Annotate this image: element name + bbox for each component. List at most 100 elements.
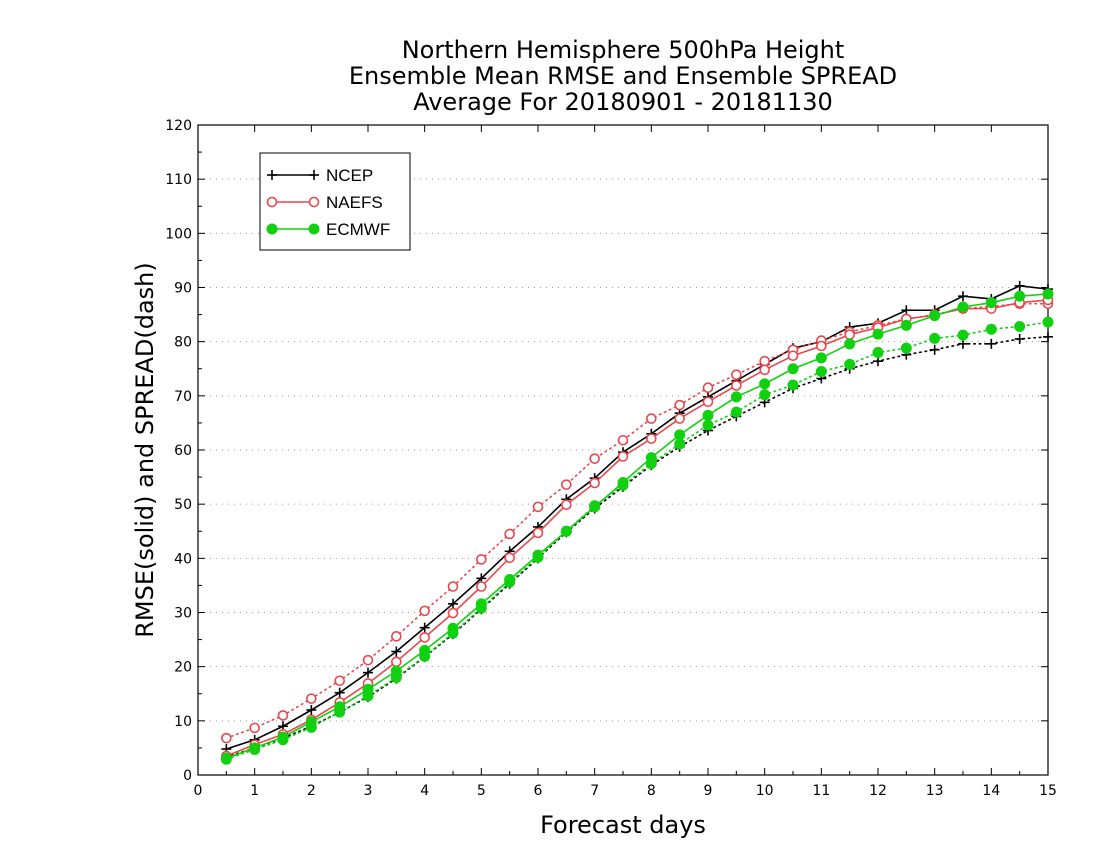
rmse-point <box>589 501 601 513</box>
legend-label: ECMWF <box>326 220 390 239</box>
spread-point <box>532 501 544 513</box>
rmse-point <box>306 705 317 715</box>
legend-item-ecmwf: ECMWF <box>266 220 390 239</box>
rmse-point <box>702 396 714 408</box>
x-tick-label: 6 <box>534 783 543 799</box>
series-ecmwf <box>220 288 1054 765</box>
spread-point <box>815 365 827 377</box>
spread-point <box>249 722 260 734</box>
spread-point <box>1043 331 1053 342</box>
rmse-point <box>476 581 487 592</box>
rmse-point <box>702 409 714 421</box>
spread-point <box>334 675 345 687</box>
y-axis-label: RMSE(solid) and SPREAD(dash) <box>131 262 159 638</box>
rmse-point <box>532 549 544 561</box>
y-tick-label: 20 <box>174 660 192 676</box>
spread-line-ecmwf <box>225 321 1049 761</box>
y-tick-label: 60 <box>174 443 192 459</box>
spread-point <box>1042 316 1054 328</box>
rmse-point <box>220 752 232 764</box>
y-tick-label: 30 <box>174 606 192 622</box>
rmse-point <box>504 573 516 585</box>
y-axis: 0 10 20 30 40 50 60 70 80 90 100 110 120 <box>165 118 1048 784</box>
rmse-point <box>305 716 317 728</box>
spread-point <box>277 710 289 721</box>
legend-marker <box>267 170 277 180</box>
spread-point <box>730 406 742 418</box>
rmse-point <box>334 701 346 713</box>
rmse-point <box>901 305 912 316</box>
spread-point <box>419 605 430 617</box>
legend-label: NAEFS <box>326 193 383 212</box>
spread-point <box>589 453 600 464</box>
rmse-point <box>419 632 430 643</box>
rmse-point <box>674 413 685 424</box>
spread-point <box>702 382 714 394</box>
spread-point <box>929 332 941 344</box>
rmse-point <box>787 350 799 362</box>
rmse-point <box>1014 280 1025 291</box>
spread-point <box>731 369 742 381</box>
legend-marker <box>308 223 320 235</box>
x-tick-label: 5 <box>477 783 486 799</box>
rmse-line-naefs <box>226 299 1049 757</box>
x-tick-label: 8 <box>647 783 656 799</box>
chart-title-line: Average For 20180901 - 20181130 <box>413 88 833 116</box>
spread-point <box>1014 333 1025 344</box>
y-tick-label: 120 <box>165 118 192 134</box>
rmse-point <box>475 598 487 610</box>
rmse-point <box>419 644 431 656</box>
x-tick-label: 7 <box>590 783 599 799</box>
x-tick-label: 2 <box>307 783 316 799</box>
spread-point <box>447 581 459 592</box>
rmse-point <box>985 297 997 309</box>
legend-marker <box>266 196 278 208</box>
spread-point <box>504 528 515 540</box>
series-naefs <box>221 294 1054 762</box>
rmse-point <box>787 363 799 375</box>
spread-point <box>391 631 402 642</box>
rmse-point <box>532 527 544 539</box>
rmse-point <box>589 477 600 489</box>
spread-point <box>759 355 770 367</box>
rmse-point <box>391 646 402 657</box>
spread-point <box>476 554 487 565</box>
spread-point <box>1014 321 1026 332</box>
y-tick-label: 100 <box>165 226 192 242</box>
rmse-point <box>419 622 430 633</box>
rmse-point <box>561 499 572 511</box>
x-tick-label: 14 <box>982 783 1000 799</box>
legend-item-naefs: NAEFS <box>266 193 383 212</box>
rmse-point <box>731 380 742 391</box>
rmse-point <box>617 451 629 462</box>
rmse-point <box>1014 290 1026 302</box>
rmse-point <box>816 340 827 352</box>
rmse-point <box>759 378 771 390</box>
spread-point <box>646 413 657 424</box>
spread-point <box>221 732 232 744</box>
y-tick-label: 0 <box>183 768 192 784</box>
y-tick-label: 70 <box>174 389 192 405</box>
legend: NCEP NAEFS ECMWF <box>259 152 411 251</box>
rmse-point <box>674 429 686 441</box>
legend-marker <box>308 196 320 208</box>
rmse-line-ecmwf <box>226 293 1049 759</box>
x-tick-label: 11 <box>812 783 830 799</box>
spread-point <box>759 389 771 401</box>
x-tick-label: 12 <box>869 783 887 799</box>
spread-point <box>306 693 317 704</box>
x-tick-label: 0 <box>194 783 203 799</box>
x-tick-label: 15 <box>1039 783 1057 799</box>
series-container <box>220 280 1054 765</box>
rmse-point <box>362 683 374 695</box>
rmse-point <box>929 310 941 322</box>
spread-point <box>929 344 940 355</box>
spread-line-naefs <box>225 302 1049 739</box>
rmse-point <box>646 433 657 444</box>
rmse-point <box>957 301 969 313</box>
x-axis-label: Forecast days <box>540 811 706 839</box>
spread-line-ncep <box>225 335 1049 758</box>
spread-point <box>561 479 572 490</box>
series-ncep <box>221 280 1053 763</box>
chart-title-line: Northern Hemisphere 500hPa Height <box>402 36 845 64</box>
